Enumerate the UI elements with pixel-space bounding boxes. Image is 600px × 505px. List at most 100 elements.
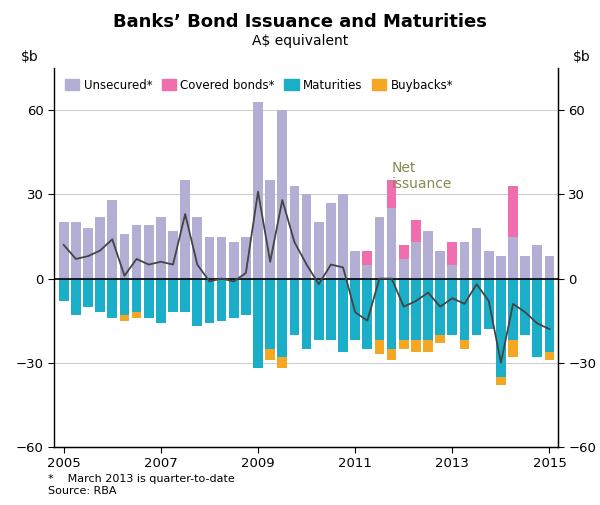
Bar — [460, 242, 469, 279]
Bar — [205, 236, 214, 279]
Bar — [277, 110, 287, 279]
Bar — [423, 231, 433, 279]
Text: Net
issuance: Net issuance — [392, 161, 452, 191]
Bar — [253, 279, 263, 368]
Bar — [181, 180, 190, 279]
Bar — [265, 279, 275, 349]
Bar — [350, 250, 360, 279]
Bar — [423, 340, 433, 351]
Bar — [545, 351, 554, 360]
Bar — [362, 250, 372, 265]
Bar — [326, 203, 336, 279]
Bar — [107, 279, 117, 318]
Text: $b: $b — [21, 50, 39, 64]
Bar — [290, 279, 299, 335]
Bar — [496, 377, 506, 385]
Bar — [436, 250, 445, 279]
Bar — [314, 279, 323, 340]
Bar — [132, 279, 142, 312]
Bar — [302, 279, 311, 349]
Bar — [277, 279, 287, 357]
Bar — [496, 279, 506, 377]
Bar — [399, 259, 409, 279]
Bar — [436, 335, 445, 343]
Bar — [411, 340, 421, 351]
Bar — [71, 223, 81, 279]
Bar — [508, 279, 518, 340]
Bar — [265, 349, 275, 360]
Bar — [205, 279, 214, 324]
Bar — [119, 234, 129, 279]
Bar — [387, 180, 397, 209]
Bar — [241, 236, 251, 279]
Bar — [362, 265, 372, 279]
Bar — [484, 279, 494, 329]
Bar — [290, 186, 299, 279]
Bar — [399, 245, 409, 259]
Bar — [193, 217, 202, 279]
Bar — [448, 279, 457, 335]
Bar — [387, 279, 397, 349]
Bar — [374, 340, 385, 355]
Bar — [217, 236, 226, 279]
Bar — [277, 357, 287, 368]
Bar — [338, 194, 348, 279]
Bar — [144, 279, 154, 318]
Text: $b: $b — [573, 50, 591, 64]
Bar — [132, 225, 142, 279]
Bar — [144, 225, 154, 279]
Bar — [472, 228, 481, 279]
Text: A$ equivalent: A$ equivalent — [252, 34, 348, 48]
Bar — [119, 279, 129, 315]
Bar — [508, 186, 518, 236]
Bar — [338, 279, 348, 351]
Bar — [107, 200, 117, 279]
Bar — [241, 279, 251, 315]
Bar — [193, 279, 202, 326]
Bar — [545, 256, 554, 279]
Bar — [387, 209, 397, 279]
Bar — [508, 340, 518, 357]
Bar — [532, 245, 542, 279]
Bar — [532, 279, 542, 357]
Bar — [59, 223, 68, 279]
Bar — [119, 315, 129, 321]
Bar — [472, 279, 481, 335]
Bar — [362, 279, 372, 349]
Text: *    March 2013 is quarter-to-date
Source: RBA: * March 2013 is quarter-to-date Source: … — [48, 474, 235, 496]
Bar — [314, 223, 323, 279]
Bar — [520, 256, 530, 279]
Bar — [83, 228, 93, 279]
Bar — [545, 279, 554, 351]
Bar — [460, 279, 469, 340]
Bar — [508, 236, 518, 279]
Bar — [411, 220, 421, 242]
Bar — [83, 279, 93, 307]
Bar — [253, 102, 263, 279]
Bar — [217, 279, 226, 321]
Bar — [59, 279, 68, 301]
Bar — [132, 312, 142, 318]
Bar — [460, 340, 469, 349]
Bar — [496, 256, 506, 279]
Bar — [411, 242, 421, 279]
Bar — [95, 279, 105, 312]
Bar — [265, 180, 275, 279]
Bar — [71, 279, 81, 315]
Bar — [95, 217, 105, 279]
Bar — [399, 279, 409, 340]
Bar — [168, 279, 178, 312]
Bar — [229, 242, 239, 279]
Text: Banks’ Bond Issuance and Maturities: Banks’ Bond Issuance and Maturities — [113, 13, 487, 31]
Bar — [374, 217, 385, 279]
Bar — [436, 279, 445, 335]
Bar — [156, 217, 166, 279]
Bar — [484, 250, 494, 279]
Bar — [302, 194, 311, 279]
Bar — [374, 279, 385, 340]
Bar — [399, 340, 409, 349]
Legend: Unsecured*, Covered bonds*, Maturities, Buybacks*: Unsecured*, Covered bonds*, Maturities, … — [60, 74, 458, 96]
Bar — [387, 349, 397, 360]
Bar — [168, 231, 178, 279]
Bar — [156, 279, 166, 324]
